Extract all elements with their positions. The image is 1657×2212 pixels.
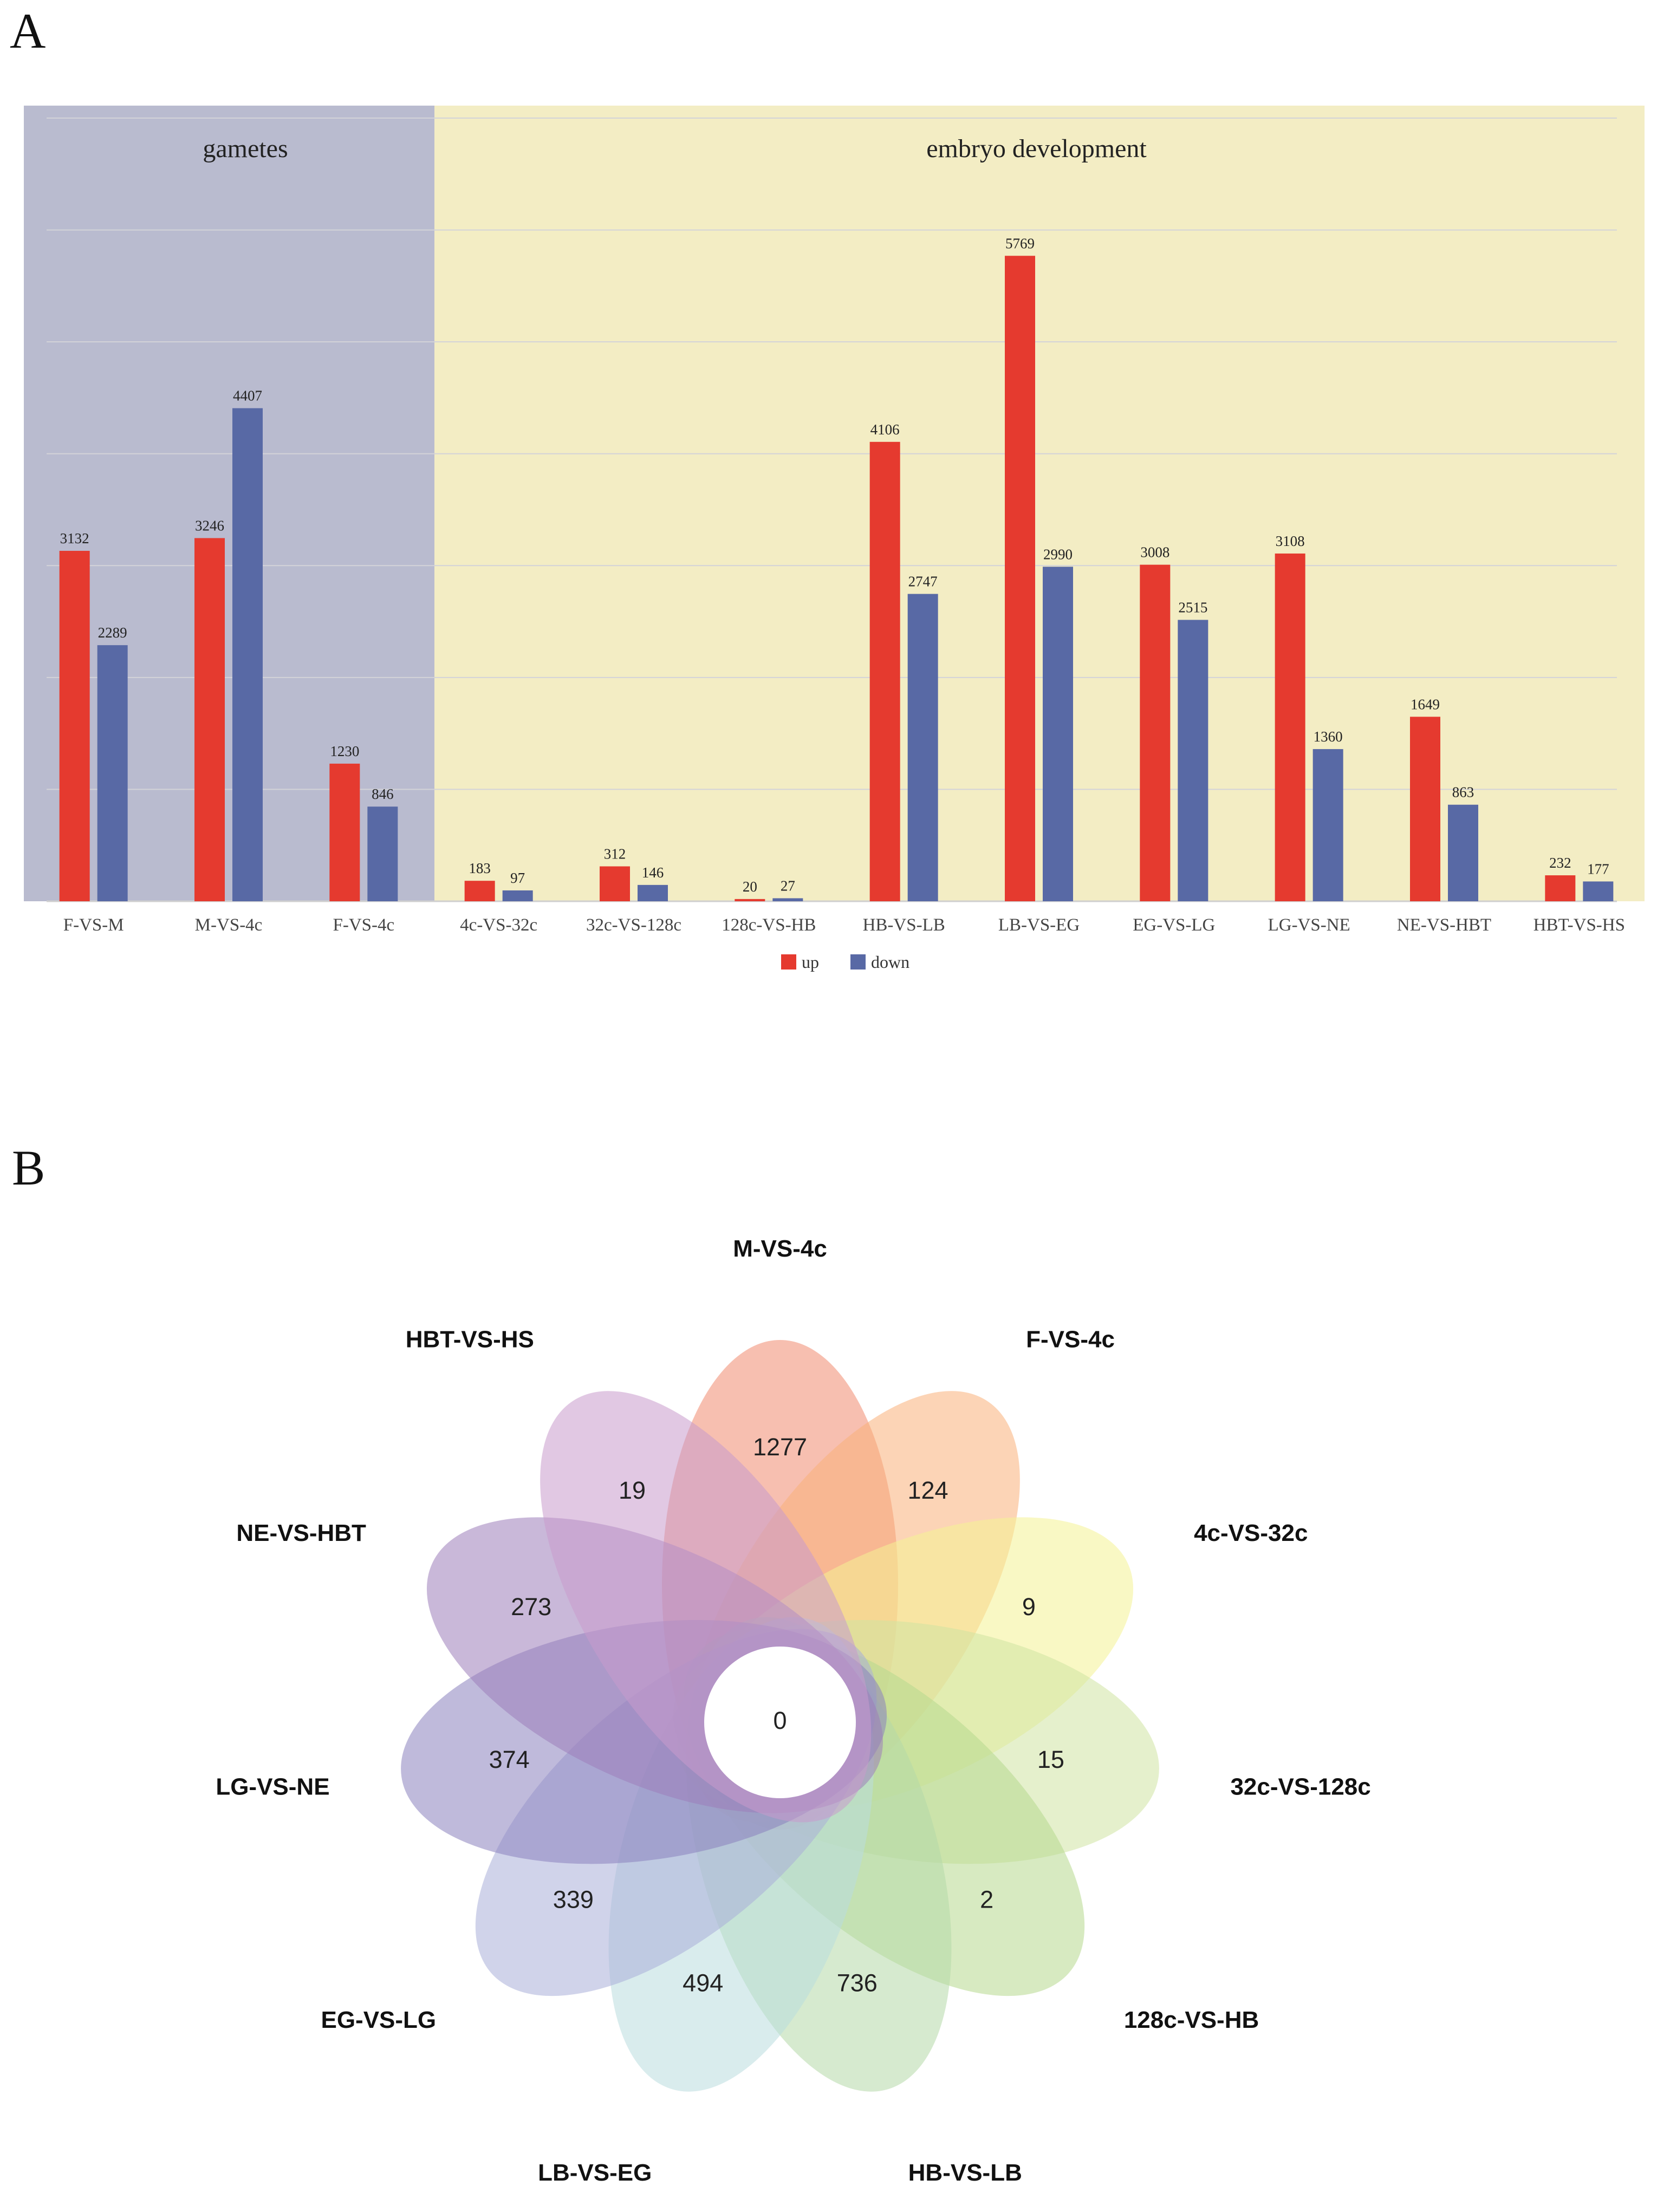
bar-label-up-128c-VS-HB: 20 bbox=[743, 879, 757, 895]
x-tick-label-F-VS-4c: F-VS-4c bbox=[333, 915, 394, 935]
bar-label-up-HBT-VS-HS: 232 bbox=[1549, 855, 1571, 871]
x-tick-label-128c-VS-HB: 128c-VS-HB bbox=[722, 915, 816, 935]
venn-count-LB-VS-EG: 494 bbox=[683, 1969, 723, 1996]
bar-label-up-F-VS-M: 3132 bbox=[60, 530, 89, 547]
x-tick-label-F-VS-M: F-VS-M bbox=[63, 915, 124, 935]
bar-up-HB-VS-LB bbox=[869, 441, 900, 901]
x-tick-label-LB-VS-EG: LB-VS-EG bbox=[998, 915, 1080, 935]
bar-up-F-VS-M bbox=[59, 551, 90, 901]
bar-down-LG-VS-NE bbox=[1312, 749, 1343, 901]
venn-set-label-LB-VS-EG: LB-VS-EG bbox=[538, 2159, 652, 2186]
bar-up-4c-VS-32c bbox=[464, 881, 495, 901]
bar-down-4c-VS-32c bbox=[502, 890, 533, 901]
bar-down-HBT-VS-HS bbox=[1583, 881, 1614, 901]
x-tick-label-32c-VS-128c: 32c-VS-128c bbox=[586, 915, 681, 935]
bar-down-NE-VS-HBT bbox=[1448, 804, 1478, 901]
x-tick-label-LG-VS-NE: LG-VS-NE bbox=[1268, 915, 1350, 935]
venn-count-LG-VS-NE: 374 bbox=[489, 1746, 530, 1773]
venn-set-label-128c-VS-HB: 128c-VS-HB bbox=[1124, 2007, 1259, 2033]
bar-label-up-LB-VS-EG: 5769 bbox=[1005, 235, 1035, 251]
bar-down-F-VS-4c bbox=[367, 806, 398, 901]
bar-label-down-M-VS-4c: 4407 bbox=[233, 388, 262, 404]
venn-count-EG-VS-LG: 339 bbox=[553, 1886, 594, 1914]
legend-label-up: up bbox=[802, 952, 819, 972]
bar-label-up-HB-VS-LB: 4106 bbox=[870, 421, 900, 438]
bar-up-HBT-VS-HS bbox=[1545, 875, 1576, 901]
bar-label-down-F-VS-M: 2289 bbox=[98, 624, 127, 641]
region-gametes-bg bbox=[24, 106, 434, 901]
venn-count-HBT-VS-HS: 19 bbox=[619, 1476, 646, 1504]
legend-swatch-up bbox=[781, 954, 796, 970]
bar-label-down-LB-VS-EG: 2990 bbox=[1043, 546, 1073, 562]
bar-up-32c-VS-128c bbox=[600, 866, 630, 901]
venn-count-4c-VS-32c: 9 bbox=[1022, 1593, 1036, 1621]
bar-down-F-VS-M bbox=[97, 645, 128, 901]
venn-set-label-M-VS-4c: M-VS-4c bbox=[733, 1235, 827, 1262]
bar-down-128c-VS-HB bbox=[772, 898, 803, 901]
bar-down-M-VS-4c bbox=[232, 408, 263, 901]
venn-count-F-VS-4c: 124 bbox=[907, 1476, 948, 1504]
bar-label-down-HBT-VS-HS: 177 bbox=[1587, 861, 1609, 877]
x-tick-label-HBT-VS-HS: HBT-VS-HS bbox=[1533, 915, 1625, 935]
bar-label-up-M-VS-4c: 3246 bbox=[195, 517, 224, 534]
bar-up-F-VS-4c bbox=[329, 763, 360, 901]
legend-swatch-down bbox=[850, 954, 866, 970]
venn-set-label-HBT-VS-HS: HBT-VS-HS bbox=[406, 1326, 534, 1352]
venn-set-label-LG-VS-NE: LG-VS-NE bbox=[216, 1774, 329, 1800]
bar-down-LB-VS-EG bbox=[1043, 567, 1073, 901]
venn-set-label-NE-VS-HBT: NE-VS-HBT bbox=[236, 1520, 366, 1546]
x-tick-label-M-VS-4c: M-VS-4c bbox=[195, 915, 263, 935]
venn-diagram: 1277 M-VS-4c 124 F-VS-4c 9 4c-VS-32c 15 32c-VS-… bbox=[216, 1235, 1370, 2186]
bar-up-M-VS-4c bbox=[194, 538, 225, 901]
bar-up-LB-VS-EG bbox=[1005, 256, 1035, 901]
panel-a-letter: A bbox=[10, 3, 46, 58]
panel-b-letter: B bbox=[12, 1140, 45, 1195]
bar-label-up-EG-VS-LG: 3008 bbox=[1140, 544, 1169, 561]
bar-down-EG-VS-LG bbox=[1178, 620, 1208, 901]
bar-label-down-F-VS-4c: 846 bbox=[372, 786, 394, 802]
bar-label-up-LG-VS-NE: 3108 bbox=[1276, 533, 1305, 549]
bar-down-32c-VS-128c bbox=[638, 884, 668, 901]
bar-chart: gametes embryo development 3132 2289 F-VS-M 3… bbox=[24, 106, 1645, 972]
venn-set-label-4c-VS-32c: 4c-VS-32c bbox=[1194, 1520, 1308, 1546]
bar-label-down-LG-VS-NE: 1360 bbox=[1314, 728, 1343, 745]
x-tick-label-NE-VS-HBT: NE-VS-HBT bbox=[1397, 915, 1491, 935]
bar-label-down-NE-VS-HBT: 863 bbox=[1452, 784, 1474, 801]
venn-center-circle bbox=[704, 1647, 856, 1798]
x-tick-label-4c-VS-32c: 4c-VS-32c bbox=[460, 915, 537, 935]
bar-down-HB-VS-LB bbox=[907, 594, 938, 901]
bar-up-128c-VS-HB bbox=[735, 899, 765, 901]
x-tick-label-HB-VS-LB: HB-VS-LB bbox=[863, 915, 945, 935]
bar-label-up-F-VS-4c: 1230 bbox=[330, 743, 359, 759]
bar-label-up-4c-VS-32c: 183 bbox=[469, 860, 491, 876]
bar-label-down-4c-VS-32c: 97 bbox=[510, 870, 525, 886]
region-label-embryo-development: embryo development bbox=[926, 134, 1147, 163]
bar-label-up-32c-VS-128c: 312 bbox=[604, 846, 626, 862]
venn-set-label-EG-VS-LG: EG-VS-LG bbox=[321, 2007, 436, 2033]
venn-set-label-HB-VS-LB: HB-VS-LB bbox=[908, 2159, 1022, 2186]
region-embryo-bg bbox=[434, 106, 1645, 901]
bar-label-down-128c-VS-HB: 27 bbox=[781, 877, 795, 894]
bar-up-LG-VS-NE bbox=[1275, 553, 1305, 901]
bar-label-up-NE-VS-HBT: 1649 bbox=[1411, 696, 1440, 712]
venn-count-NE-VS-HBT: 273 bbox=[511, 1593, 551, 1621]
bar-label-down-32c-VS-128c: 146 bbox=[642, 864, 664, 881]
bar-up-EG-VS-LG bbox=[1140, 564, 1171, 901]
venn-count-M-VS-4c: 1277 bbox=[753, 1433, 807, 1461]
bar-label-down-EG-VS-LG: 2515 bbox=[1178, 599, 1207, 615]
venn-count-128c-VS-HB: 2 bbox=[980, 1886, 993, 1914]
region-label-gametes: gametes bbox=[203, 134, 288, 163]
bar-up-NE-VS-HBT bbox=[1410, 717, 1440, 901]
legend-label-down: down bbox=[871, 952, 909, 972]
venn-count-32c-VS-128c: 15 bbox=[1037, 1746, 1064, 1773]
venn-set-label-32c-VS-128c: 32c-VS-128c bbox=[1230, 1774, 1370, 1800]
x-tick-label-EG-VS-LG: EG-VS-LG bbox=[1133, 915, 1215, 935]
venn-count-HB-VS-LB: 736 bbox=[837, 1969, 878, 1996]
venn-set-label-F-VS-4c: F-VS-4c bbox=[1026, 1326, 1115, 1352]
venn-center-count: 0 bbox=[773, 1707, 787, 1734]
bar-label-down-HB-VS-LB: 2747 bbox=[908, 574, 938, 590]
